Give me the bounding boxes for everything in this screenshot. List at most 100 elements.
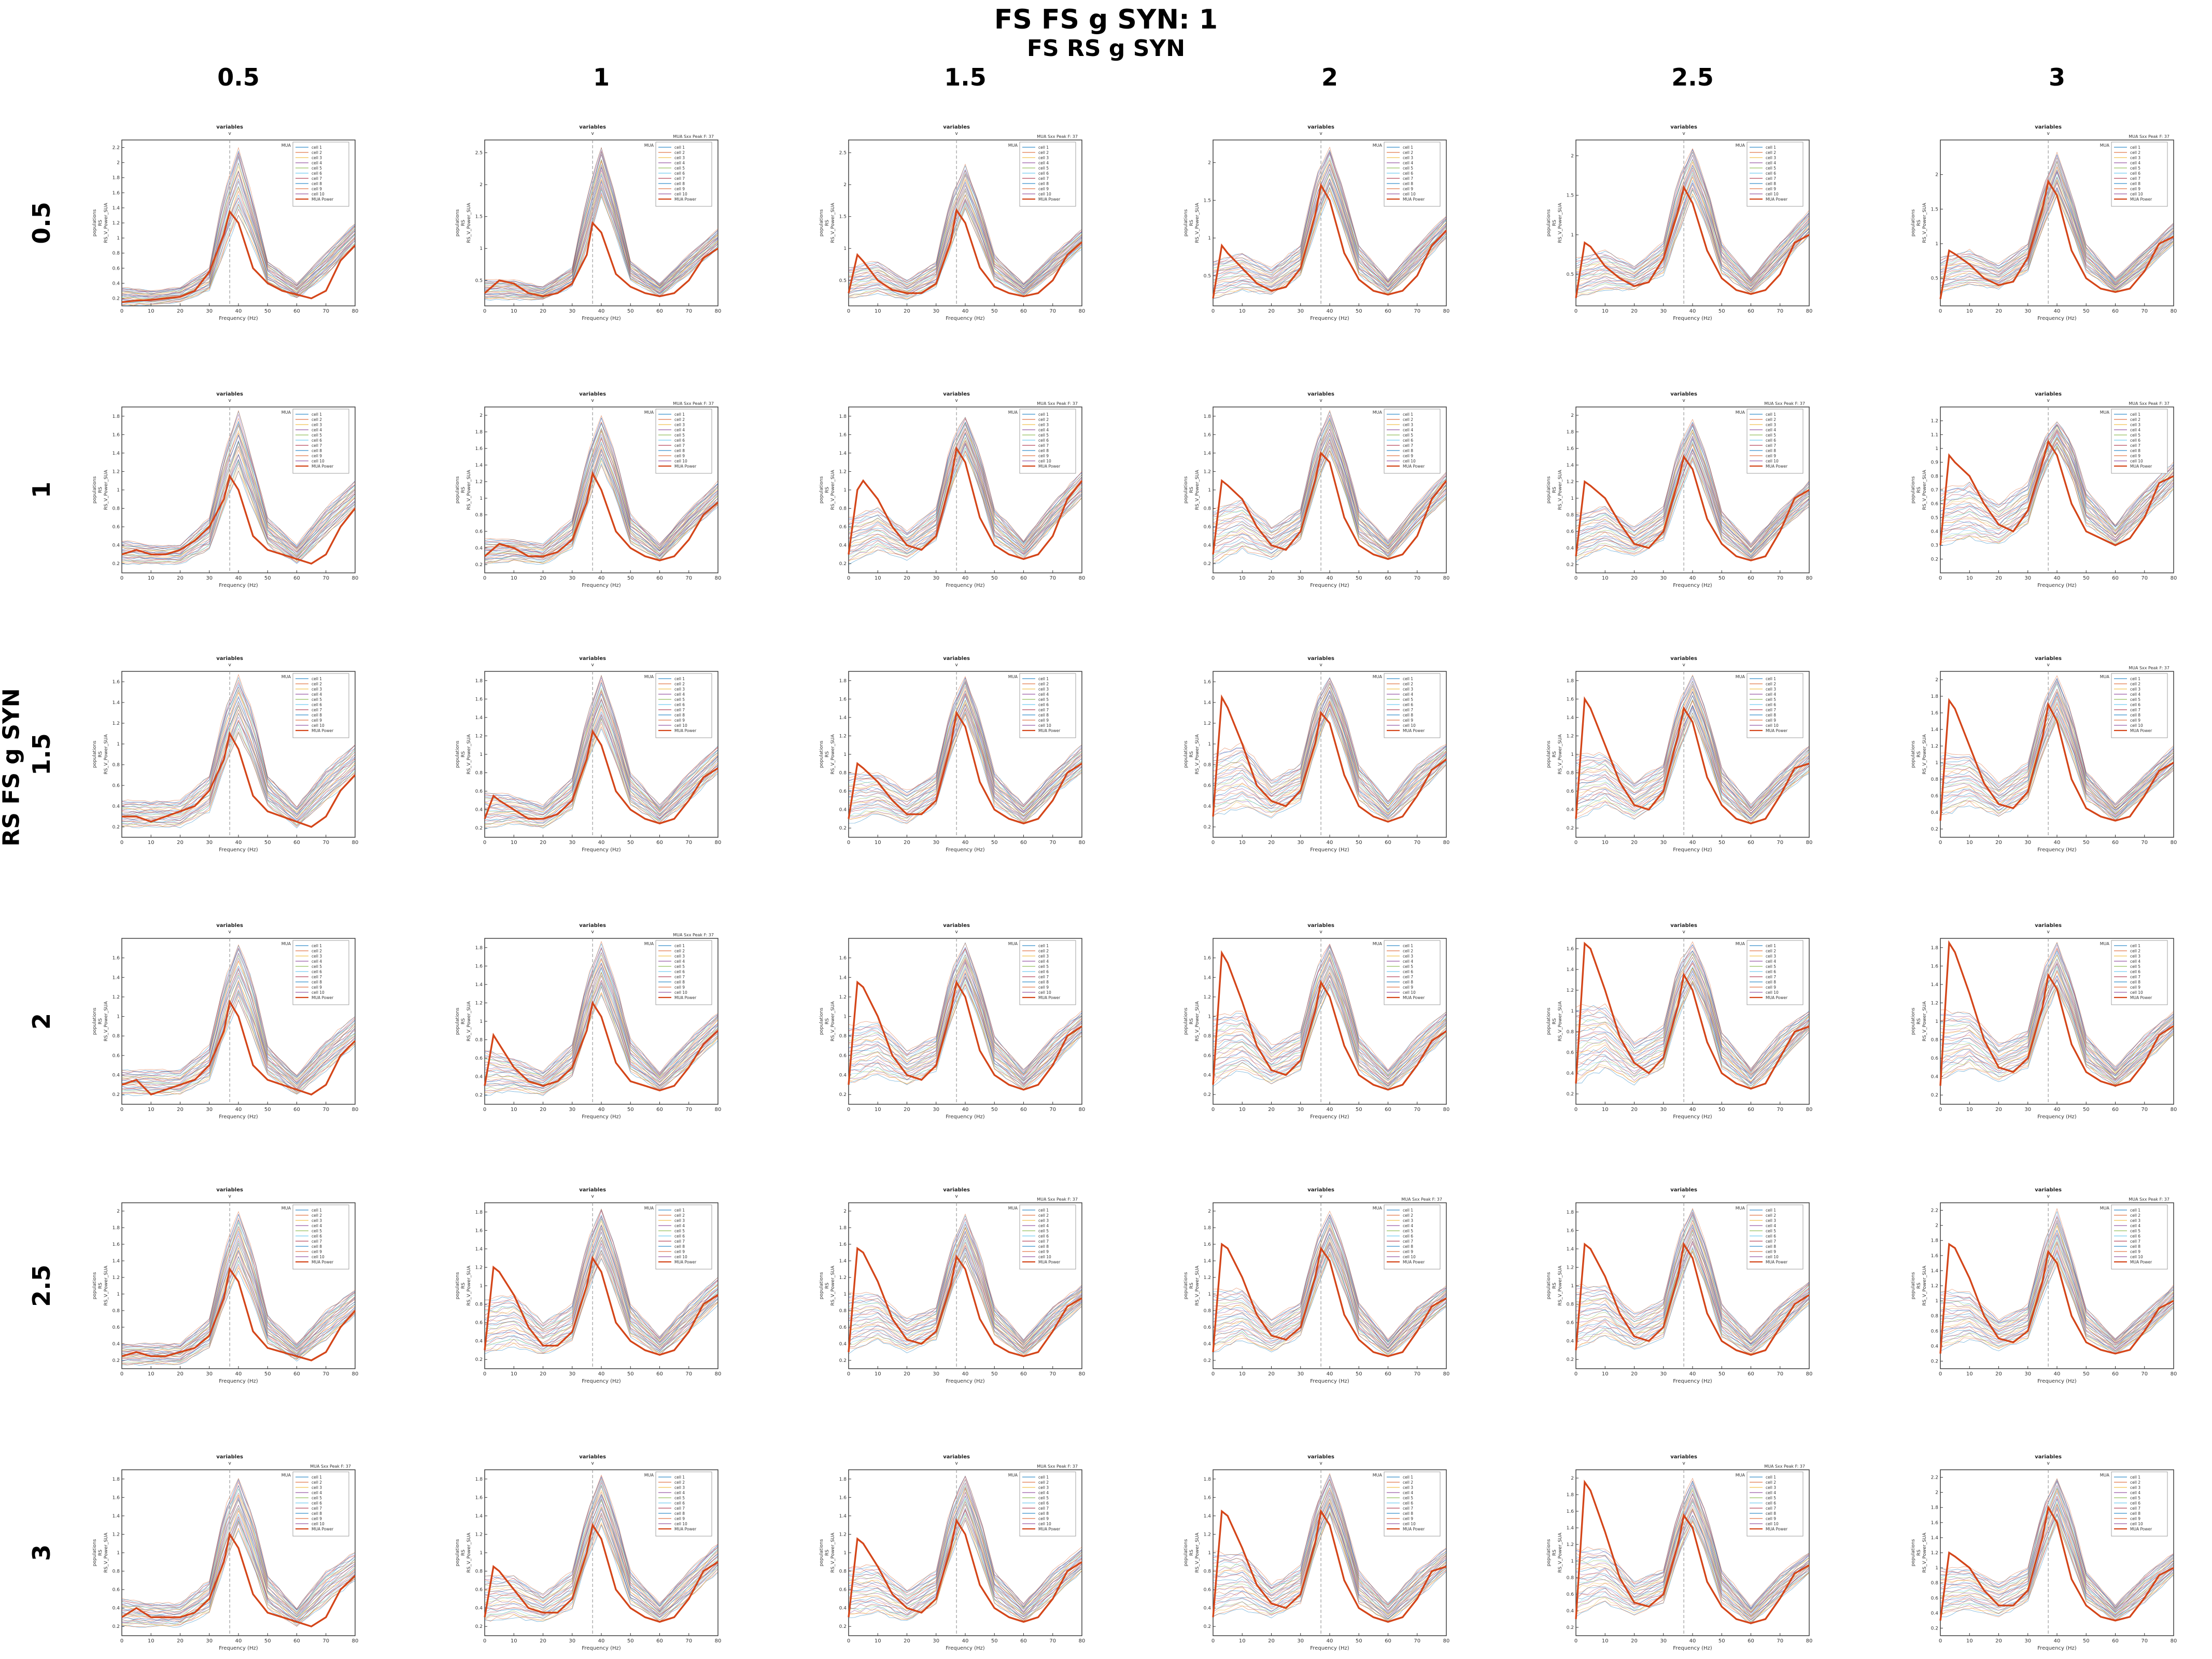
legend-header: MUA xyxy=(1008,410,1018,415)
legend-label: cell 7 xyxy=(1403,176,1413,181)
legend-label: cell 5 xyxy=(2130,1229,2140,1233)
y-tick-label: 0.8 xyxy=(1204,1034,1211,1039)
cell-trace xyxy=(121,686,356,810)
y-tick-label: 1.8 xyxy=(1204,1477,1211,1482)
y-axis-label: RS xyxy=(98,1018,103,1024)
x-tick-label: 50 xyxy=(2083,1371,2090,1377)
legend-label: cell 7 xyxy=(674,975,685,979)
x-tick-label: 40 xyxy=(1689,308,1696,314)
y-tick-label: 1.2 xyxy=(1931,1284,1938,1289)
y-axis-label: RS xyxy=(825,1018,830,1024)
y-tick-label: 1 xyxy=(117,1292,120,1297)
y-tick-label: 0.8 xyxy=(1931,1581,1939,1586)
panel-title: variables xyxy=(943,1187,970,1193)
cell-trace xyxy=(1940,1234,2174,1345)
subplot: 0 10 20 30 40 50 60 70 800.20.30.40.50.60.70.80.… xyxy=(1911,391,2177,588)
cell-trace xyxy=(121,1516,356,1622)
legend-label: cell 2 xyxy=(1038,150,1049,155)
y-tick-label: 1.4 xyxy=(475,715,483,721)
cell-trace xyxy=(1213,442,1447,554)
y-tick-label: 1.2 xyxy=(112,995,120,1000)
cell-trace xyxy=(484,964,718,1081)
legend-header: MUA xyxy=(1736,674,1745,679)
x-tick-label: 60 xyxy=(1748,1371,1754,1377)
panel-title-arrow: v xyxy=(2047,398,2050,403)
legend-header: MUA xyxy=(281,1206,291,1211)
x-tick-label: 10 xyxy=(875,575,881,581)
legend-label: cell 8 xyxy=(1403,1511,1413,1516)
mua-power-line xyxy=(848,980,1082,1091)
x-tick-label: 70 xyxy=(1414,1107,1420,1113)
y-tick-label: 1 xyxy=(1935,446,1938,452)
cell-trace xyxy=(848,957,1082,1078)
y-tick-label: 0.4 xyxy=(112,1342,120,1347)
legend-label: cell 4 xyxy=(1038,692,1049,697)
cell-trace xyxy=(1575,705,1810,819)
y-tick-label: 1.2 xyxy=(475,1001,483,1006)
cell-trace xyxy=(1213,1492,1447,1611)
legend-label: cell 7 xyxy=(674,443,685,448)
cell-trace xyxy=(484,1496,718,1612)
cell-trace xyxy=(1213,1255,1447,1357)
x-tick-label: 50 xyxy=(1356,575,1362,581)
y-tick-label: 1.8 xyxy=(1931,1506,1939,1511)
legend-label: cell 3 xyxy=(312,1485,322,1490)
x-axis-label: Frequency (Hz) xyxy=(946,847,985,853)
legend-label: cell 8 xyxy=(674,1244,685,1249)
legend-box xyxy=(655,1204,712,1270)
legend-box xyxy=(1384,1471,1441,1537)
y-tick-label: 0.2 xyxy=(1567,1625,1574,1630)
legend-label: MUA Power xyxy=(1403,197,1425,202)
cell-trace xyxy=(1940,675,2174,805)
cell-trace xyxy=(848,175,1082,287)
legend-label: cell 6 xyxy=(2130,702,2140,707)
x-tick-label: 40 xyxy=(962,1638,969,1644)
cell-trace xyxy=(484,716,718,824)
cell-trace xyxy=(848,450,1082,561)
y-tick-label: 0.4 xyxy=(112,1606,120,1611)
cell-trace xyxy=(1575,448,1810,556)
x-tick-label: 0 xyxy=(483,308,486,314)
x-tick-label: 60 xyxy=(1385,575,1391,581)
x-tick-label: 80 xyxy=(1079,840,1086,846)
y-axis-label: populations xyxy=(819,209,824,236)
x-tick-label: 10 xyxy=(1602,308,1609,314)
cell-trace xyxy=(121,467,356,564)
legend-label: cell 5 xyxy=(674,964,685,969)
y-axis-label: RS_V_Power_SUA xyxy=(1195,470,1200,510)
y-tick-label: 1.8 xyxy=(1931,1239,1939,1244)
x-tick-label: 40 xyxy=(598,308,605,314)
x-tick-label: 80 xyxy=(1079,1371,1086,1377)
y-tick-label: 1 xyxy=(1571,1559,1574,1564)
y-axis-label: RS xyxy=(1189,1283,1194,1289)
cell-trace xyxy=(1575,951,1810,1072)
y-tick-label: 1.6 xyxy=(112,680,120,685)
cell-trace xyxy=(1940,1238,2174,1347)
y-tick-label: 0.2 xyxy=(112,1358,120,1363)
y-tick-label: 1.2 xyxy=(475,1532,483,1537)
legend-label: cell 5 xyxy=(1403,1229,1413,1233)
x-axis-label: Frequency (Hz) xyxy=(946,316,985,321)
panel-title: variables xyxy=(579,923,606,929)
y-axis-label: RS xyxy=(1552,751,1557,757)
cell-trace xyxy=(848,968,1082,1082)
legend-label: cell 7 xyxy=(2130,443,2140,448)
legend-label: cell 6 xyxy=(1038,702,1049,707)
legend-label: cell 9 xyxy=(674,1249,685,1254)
legend-label: cell 3 xyxy=(1038,1218,1049,1223)
y-tick-label: 2 xyxy=(117,161,120,166)
legend-label: cell 7 xyxy=(312,1239,322,1244)
x-tick-label: 80 xyxy=(715,1371,722,1377)
x-tick-label: 30 xyxy=(933,575,939,581)
y-axis-label: RS xyxy=(1917,220,1922,226)
legend-label: cell 2 xyxy=(2130,682,2140,686)
legend-label: cell 1 xyxy=(1403,412,1413,417)
legend-label: cell 2 xyxy=(312,150,322,155)
y-axis-label: populations xyxy=(92,740,97,768)
y-tick-label: 0.6 xyxy=(1204,783,1211,789)
legend-label: cell 8 xyxy=(1038,980,1049,985)
cell-trace xyxy=(1213,1243,1447,1353)
cell-trace xyxy=(1940,1480,2174,1607)
y-tick-label: 1.6 xyxy=(112,956,120,961)
